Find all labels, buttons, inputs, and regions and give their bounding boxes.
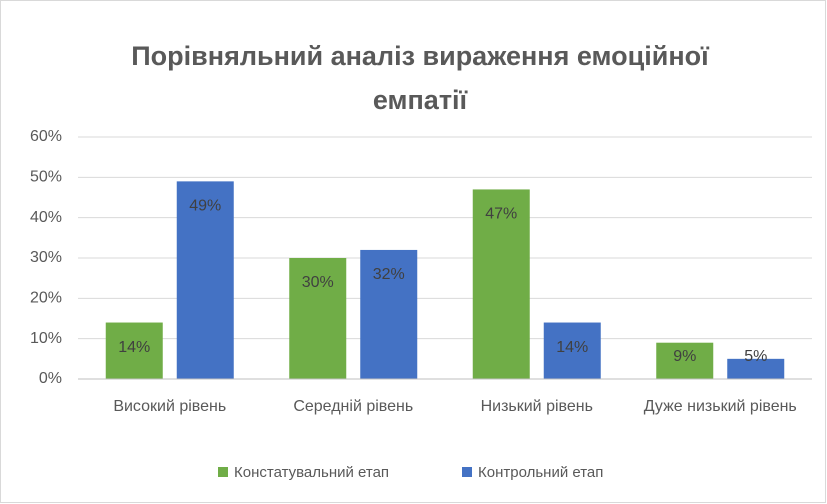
y-tick-label: 10% [30,330,62,347]
value-label: 14% [556,339,588,356]
bar [176,181,234,379]
value-label: 30% [302,274,334,291]
x-tick-label: Дуже низький рівень [643,398,797,415]
bar [360,249,418,379]
bar [289,258,347,379]
y-tick-label: 50% [30,169,62,186]
y-tick-label: 40% [30,209,62,226]
y-tick-label: 60% [30,128,62,145]
y-tick-label: 20% [30,290,62,307]
bar [727,358,785,379]
value-label: 49% [189,198,221,215]
legend-label: Контрольний етап [478,464,603,481]
chart-title: Порівняльний аналіз вираження емоційної … [131,41,709,115]
bar [543,322,601,379]
value-label: 5% [744,348,767,365]
value-label: 14% [118,339,150,356]
bar [472,189,530,379]
x-tick-label: Низький рівень [480,398,593,415]
bar [105,322,163,379]
legend-label: Констатувальний етап [234,464,389,481]
value-label: 47% [485,206,517,223]
x-tick-label: Середній рівень [293,398,414,415]
value-label: 9% [673,348,696,365]
legend-swatch [218,467,228,477]
legend-swatch [462,467,472,477]
value-label: 32% [373,266,405,283]
x-tick-label: Високий рівень [113,398,227,415]
y-tick-label: 0% [39,370,62,387]
y-tick-label: 30% [30,249,62,266]
bar [656,342,714,379]
